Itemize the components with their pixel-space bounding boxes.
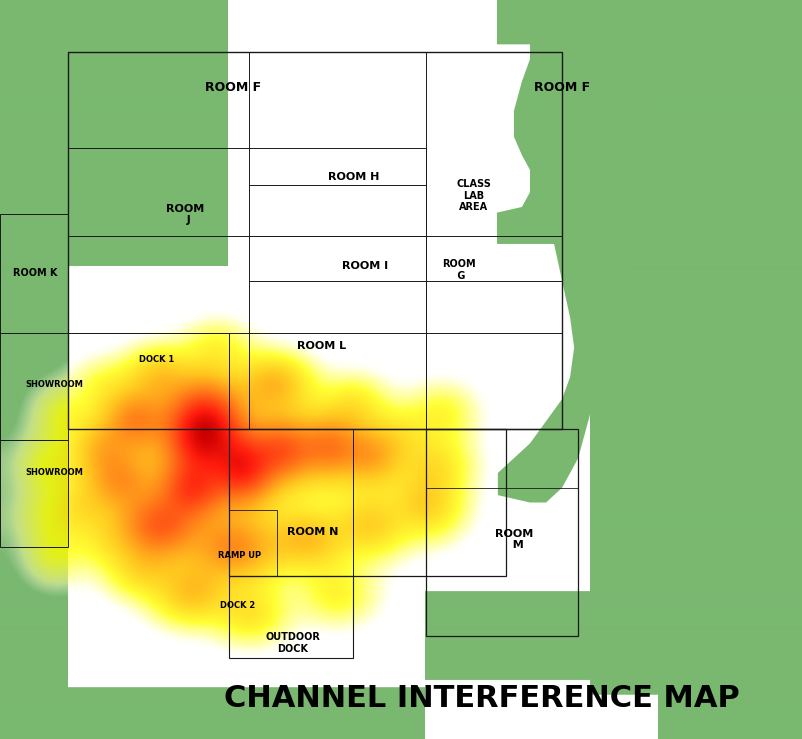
Text: ROOM F: ROOM F [205, 81, 261, 94]
Text: ROOM
  M: ROOM M [494, 528, 533, 551]
Text: ROOM
 G: ROOM G [442, 259, 476, 281]
Text: DOCK 2: DOCK 2 [220, 602, 255, 610]
Text: CLASS
LAB
AREA: CLASS LAB AREA [456, 180, 491, 212]
Text: ROOM F: ROOM F [533, 81, 589, 94]
Text: SHOWROOM: SHOWROOM [26, 469, 83, 477]
Text: ROOM I: ROOM I [342, 261, 388, 271]
Bar [229, 510, 277, 576]
Bar [229, 429, 505, 576]
Text: DOCK 1: DOCK 1 [139, 355, 174, 364]
Text: OUTDOOR
DOCK: OUTDOOR DOCK [265, 632, 320, 654]
Text: ROOM N: ROOM N [287, 527, 338, 537]
Bar [68, 52, 561, 429]
Bar [425, 429, 577, 636]
Bar [0, 440, 68, 547]
Bar [68, 333, 229, 429]
Bar [229, 576, 353, 658]
Polygon shape [425, 44, 529, 214]
Text: SHOWROOM: SHOWROOM [26, 380, 83, 389]
Text: ROOM K: ROOM K [13, 268, 58, 279]
Text: RAMP UP: RAMP UP [217, 551, 261, 560]
Text: CHANNEL INTERFERENCE MAP: CHANNEL INTERFERENCE MAP [224, 684, 739, 713]
Text: ROOM H: ROOM H [327, 172, 379, 183]
Bar [0, 333, 68, 440]
Text: ROOM
  J: ROOM J [165, 203, 204, 225]
Bar [0, 214, 68, 333]
Polygon shape [497, 44, 650, 503]
Text: ROOM L: ROOM L [296, 341, 346, 351]
